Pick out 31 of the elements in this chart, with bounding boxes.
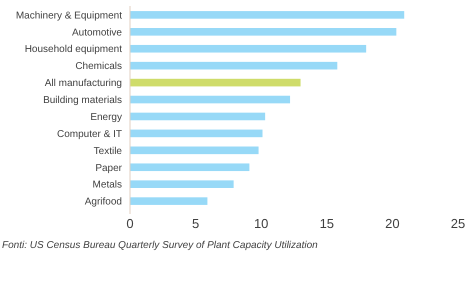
y-tick-label: Chemicals <box>75 61 122 72</box>
bar <box>130 11 404 19</box>
y-tick-label: All manufacturing <box>44 78 122 90</box>
y-tick-label: Machinery & Equipment <box>16 10 122 22</box>
y-tick-label: Automotive <box>72 27 122 38</box>
bar <box>130 44 366 53</box>
x-tick-label: 10 <box>254 216 268 231</box>
y-tick-label: Textile <box>94 146 122 157</box>
x-tick-label: 0 <box>126 216 134 231</box>
x-tick-label: 20 <box>385 216 400 231</box>
bar <box>130 78 301 86</box>
x-tick-label: 25 <box>450 216 466 231</box>
y-tick-label: Household equipment <box>24 44 122 56</box>
text: Fonti: US Census Bureau Quarterly Survey of Plant Capacity Utilization <box>2 239 319 253</box>
y-tick-label: Agrifood <box>84 196 122 208</box>
y-tick-label: Building materials <box>43 95 122 106</box>
bar <box>130 180 234 188</box>
bar <box>130 96 290 104</box>
bar <box>130 130 263 138</box>
y-tick-label: Energy <box>90 112 122 123</box>
bar <box>130 112 266 120</box>
bar <box>130 62 338 70</box>
y-tick-label: Computer & IT <box>56 128 122 140</box>
x-tick-label: 5 <box>192 216 200 231</box>
bar <box>130 28 396 36</box>
bar <box>130 146 259 154</box>
y-tick-label: Metals <box>92 180 122 191</box>
y-tick-label: Paper <box>95 162 123 174</box>
x-tick-label: 15 <box>320 216 334 231</box>
bar <box>130 197 208 205</box>
bar <box>130 163 250 172</box>
